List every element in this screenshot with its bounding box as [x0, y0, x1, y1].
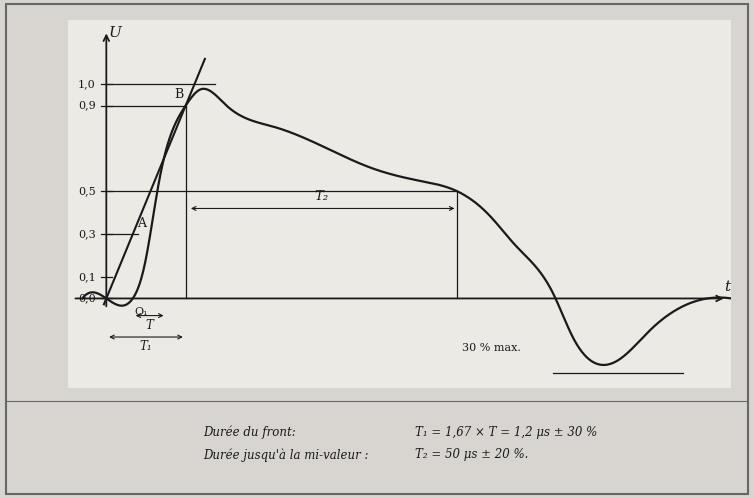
Text: B: B	[174, 88, 183, 101]
Text: 0,1: 0,1	[78, 272, 96, 282]
Text: U: U	[109, 26, 121, 40]
Text: 30 % max.: 30 % max.	[461, 344, 520, 354]
Text: T₁: T₁	[139, 340, 152, 353]
Text: 0,3: 0,3	[78, 229, 96, 239]
Text: Durée du front:: Durée du front:	[204, 426, 296, 439]
Text: T₂: T₂	[314, 190, 329, 203]
Text: O₁: O₁	[134, 307, 148, 317]
Text: T₂ = 50 μs ± 20 %.: T₂ = 50 μs ± 20 %.	[415, 448, 528, 461]
Text: T₁ = 1,67 × T = 1,2 μs ± 30 %: T₁ = 1,67 × T = 1,2 μs ± 30 %	[415, 426, 597, 439]
Text: A: A	[136, 217, 146, 230]
Text: Durée jusqu'à la mi-valeur :: Durée jusqu'à la mi-valeur :	[204, 448, 369, 462]
Text: 0,5: 0,5	[78, 186, 96, 196]
Text: 0,9: 0,9	[78, 101, 96, 111]
Text: 0,0: 0,0	[78, 293, 96, 303]
Text: 1,0: 1,0	[78, 79, 96, 89]
Text: T: T	[146, 319, 154, 332]
Text: t: t	[724, 280, 731, 294]
